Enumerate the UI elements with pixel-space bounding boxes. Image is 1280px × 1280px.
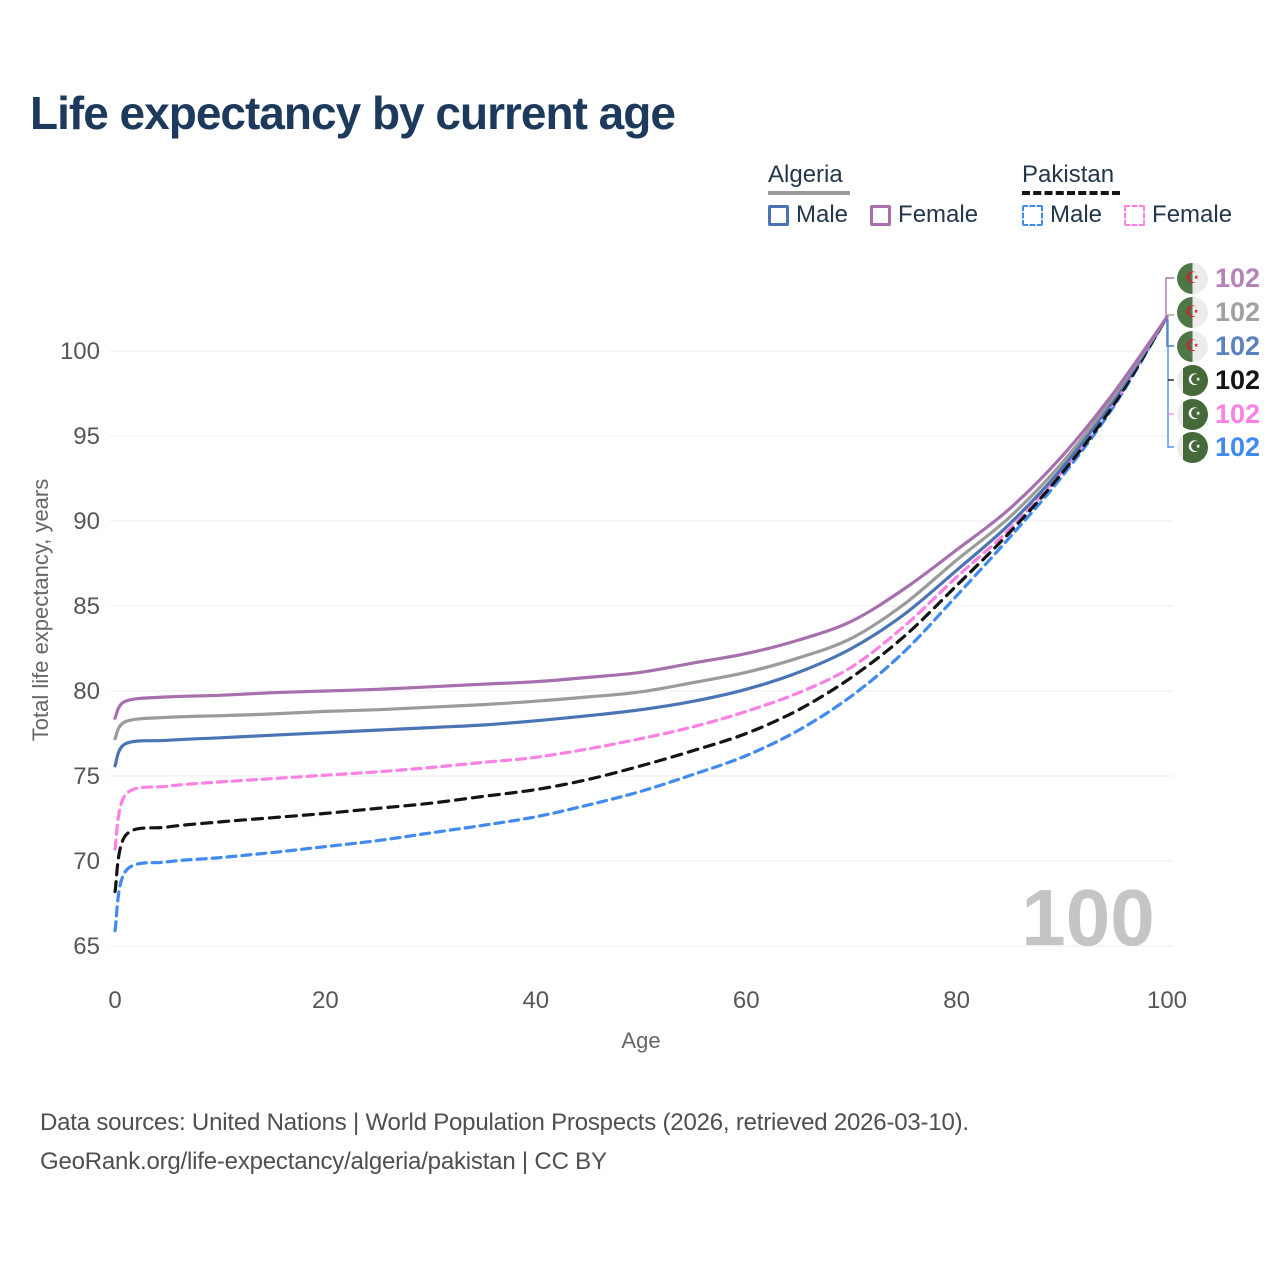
y-tick-label: 90 [73,508,100,535]
y-tick-label: 95 [73,423,100,450]
legend-group-pakistan-label[interactable]: Pakistan [1022,161,1115,188]
y-tick-label: 80 [73,678,100,705]
x-tick-label: 60 [733,987,760,1014]
series-line-pakistan [113,315,1169,894]
series-line-algeria-female [113,315,1169,720]
end-label-pakistan-male: ☪ 102 [1177,431,1260,463]
y-axis-title: Total life expectancy, years [28,479,53,742]
leader-line [1167,319,1174,448]
pakistan-flag-icon: ☪ [1177,398,1208,430]
legend-item-algeria-male-label: Male [796,201,849,228]
x-axis-title: Age [621,1028,660,1053]
crescent-star-glyph: ☪ [1185,301,1200,321]
crescent-star-glyph: ☪ [1187,369,1202,389]
x-tick-label: 20 [312,987,339,1014]
checkbox-icon[interactable] [1124,204,1146,226]
end-label-value: 102 [1215,262,1261,293]
end-label-value: 102 [1215,296,1261,327]
crescent-star-glyph: ☪ [1185,335,1200,355]
series-line-pakistan-female [113,315,1169,851]
crescent-star-glyph: ☪ [1187,436,1202,456]
y-tick-label: 70 [73,848,100,875]
attribution-link-text: GeoRank.org/life-expectancy/algeria/paki… [40,1148,607,1175]
crescent-star-glyph: ☪ [1185,267,1200,287]
end-label-value: 102 [1215,364,1261,395]
data-sources-text: Data sources: United Nations | World Pop… [40,1109,969,1136]
x-tick-label: 40 [522,987,549,1014]
checkbox-icon[interactable] [1022,204,1043,226]
y-tick-label: 100 [60,338,100,365]
legend-item-pakistan-female-label: Female [1152,201,1233,228]
end-label-value: 102 [1215,431,1261,462]
end-label-algeria-female: ☪ 102 [1177,262,1260,294]
algeria-flag-icon: ☪ [1177,262,1208,294]
algeria-flag-icon: ☪ [1177,296,1208,328]
end-label-value: 102 [1215,330,1261,361]
legend-item-algeria-male[interactable]: Male [768,203,848,227]
end-label-pakistan: ☪ 102 [1177,364,1260,396]
checkbox-icon[interactable] [768,204,789,226]
age-watermark: 100 [1021,873,1154,962]
leader-line [1165,277,1174,317]
legend-pakistan-line-sample [1022,191,1120,195]
pakistan-flag-icon: ☪ [1177,364,1208,396]
leader-line [1166,319,1174,347]
y-tick-label: 85 [73,593,100,620]
series-line-pakistan-male [113,315,1169,933]
y-tick-label: 75 [73,763,100,790]
series-line-algeria-male [113,315,1169,768]
x-tick-label: 80 [943,987,970,1014]
legend-algeria-line-sample [768,191,850,195]
legend-item-pakistan-male-label: Male [1050,201,1103,228]
legend-item-pakistan-male[interactable]: Male [1022,203,1102,227]
end-label-algeria: ☪ 102 [1177,296,1260,328]
x-tick-label: 0 [108,987,121,1014]
y-tick-label: 65 [73,933,100,960]
pakistan-flag-icon: ☪ [1177,431,1208,463]
end-label-value: 102 [1215,398,1261,429]
legend-group-pakistan: Pakistan Male Female [1022,162,1232,227]
legend-group-algeria: Algeria Male Female [768,162,978,227]
legend-item-algeria-female[interactable]: Female [870,203,978,227]
crescent-star-glyph: ☪ [1187,403,1202,423]
legend-group-algeria-label[interactable]: Algeria [768,161,843,188]
legend-item-pakistan-female[interactable]: Female [1124,203,1232,227]
page-title: Life expectancy by current age [30,87,676,139]
x-tick-label: 100 [1147,987,1187,1014]
checkbox-icon[interactable] [870,204,892,226]
chart-legend: Algeria Male Female Pakistan Male [0,162,1280,242]
series-line-algeria [113,315,1169,741]
end-label-pakistan-female: ☪ 102 [1177,398,1260,430]
end-label-algeria-male: ☪ 102 [1177,330,1260,362]
legend-item-algeria-female-label: Female [898,201,979,228]
algeria-flag-icon: ☪ [1177,330,1208,362]
